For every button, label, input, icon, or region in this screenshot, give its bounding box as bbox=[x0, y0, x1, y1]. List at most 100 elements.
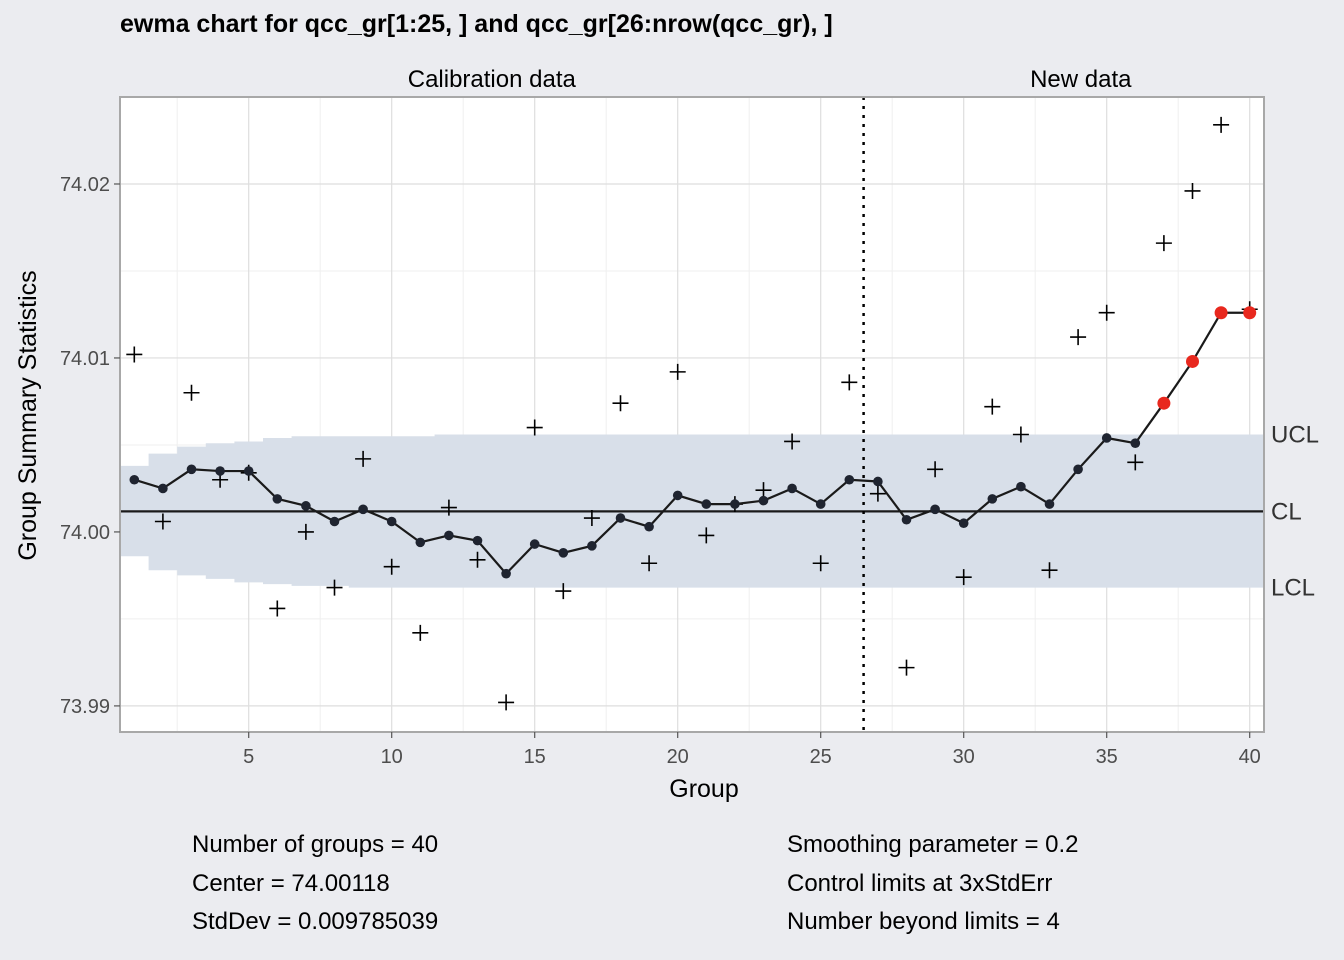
ewma-point bbox=[701, 499, 712, 509]
statistic-point bbox=[812, 555, 829, 572]
y-axis-title: Group Summary Statistics bbox=[14, 270, 42, 560]
statistic-point bbox=[984, 398, 1001, 415]
phase-label-calibration: Calibration data bbox=[408, 66, 577, 93]
ewma-point bbox=[272, 494, 283, 504]
statistic-point bbox=[1012, 426, 1029, 443]
statistic-point bbox=[612, 395, 629, 412]
statistic-point bbox=[1098, 304, 1115, 321]
ewma-point bbox=[329, 516, 340, 527]
ewma-point bbox=[1130, 438, 1141, 449]
stat-smoothing-parameter: Smoothing parameter = 0.2 bbox=[787, 831, 1079, 858]
stat-number-of-groups: Number of groups = 40 bbox=[192, 831, 439, 858]
ewma-point bbox=[987, 494, 998, 504]
ewma-point bbox=[129, 474, 140, 485]
ewma-point bbox=[901, 514, 912, 525]
ewma-point bbox=[873, 476, 883, 487]
stat-stddev: StdDev = 0.009785039 bbox=[192, 908, 439, 935]
ewma-point bbox=[672, 490, 683, 501]
ewma-point bbox=[787, 483, 797, 494]
statistic-point bbox=[183, 384, 200, 401]
ewma-point-beyond-limits bbox=[1186, 354, 1199, 368]
summary-stats-left: Number of groups = 40 Center = 74.00118 … bbox=[192, 826, 438, 942]
plot-panel bbox=[120, 97, 1264, 732]
statistic-point bbox=[383, 558, 400, 575]
statistic-point bbox=[269, 600, 286, 617]
y-tick-label: 74.02 bbox=[60, 174, 110, 196]
ewma-point bbox=[587, 541, 597, 551]
ewma-point bbox=[730, 499, 740, 509]
statistic-point bbox=[1213, 116, 1230, 133]
statistic-point bbox=[841, 374, 858, 391]
summary-stats-right: Smoothing parameter = 0.2 Control limits… bbox=[787, 826, 1079, 942]
ewma-point bbox=[558, 548, 569, 558]
x-tick-label: 5 bbox=[243, 746, 254, 768]
statistic-point bbox=[1184, 182, 1201, 199]
x-tick-label: 30 bbox=[953, 746, 975, 768]
ewma-point bbox=[215, 466, 225, 476]
ewma-point bbox=[501, 568, 511, 579]
x-tick-label: 25 bbox=[810, 746, 832, 768]
statistic-point bbox=[755, 482, 772, 499]
statistic-point bbox=[555, 583, 572, 600]
ewma-point bbox=[1016, 481, 1026, 492]
ewma-point bbox=[529, 539, 540, 549]
ewma-point bbox=[358, 504, 368, 515]
statistic-point bbox=[583, 510, 600, 527]
ewma-point-beyond-limits bbox=[1214, 306, 1228, 320]
stat-beyond-limits: Number beyond limits = 4 bbox=[787, 908, 1060, 935]
y-tick-label: 74.01 bbox=[60, 348, 110, 370]
statistic-point bbox=[526, 419, 543, 436]
ewma-point bbox=[444, 530, 454, 541]
ewma-point bbox=[472, 535, 483, 546]
statistic-point bbox=[698, 527, 715, 544]
stat-center: Center = 74.00118 bbox=[192, 869, 390, 897]
y-tick-label: 74.00 bbox=[60, 522, 110, 544]
plot-border bbox=[119, 96, 1265, 733]
x-axis-title: Group bbox=[669, 775, 738, 803]
x-tick-label: 40 bbox=[1239, 746, 1261, 768]
ewma-point-beyond-limits bbox=[1157, 396, 1171, 410]
statistic-point bbox=[297, 523, 314, 540]
lcl-label: LCL bbox=[1271, 575, 1315, 602]
ewma-point bbox=[415, 537, 426, 548]
chart-title: ewma chart for qcc_gr[1:25, ] and qcc_gr… bbox=[120, 10, 833, 38]
ewma-point bbox=[1101, 433, 1112, 443]
statistic-point bbox=[355, 450, 372, 467]
statistic-point bbox=[1070, 329, 1087, 346]
ewma-point bbox=[615, 513, 626, 523]
statistic-point bbox=[469, 551, 486, 568]
y-tick-label: 73.99 bbox=[60, 696, 110, 718]
ewma-point bbox=[815, 499, 826, 509]
statistic-point bbox=[412, 624, 429, 641]
ewma-point bbox=[930, 504, 940, 515]
statistic-point bbox=[898, 659, 915, 676]
ewma-point bbox=[958, 518, 969, 529]
ewma-point bbox=[386, 516, 397, 527]
ewma-point bbox=[758, 495, 769, 506]
ewma-point bbox=[243, 466, 254, 476]
phase-label-new: New data bbox=[1030, 66, 1132, 93]
statistic-point bbox=[669, 363, 686, 380]
ewma-point bbox=[644, 521, 654, 532]
statistic-point bbox=[440, 499, 457, 516]
statistic-point bbox=[641, 555, 658, 572]
statistic-point bbox=[955, 569, 972, 586]
statistic-point bbox=[784, 433, 801, 450]
x-tick-label: 20 bbox=[667, 746, 689, 768]
statistic-point bbox=[126, 346, 143, 363]
statistic-point bbox=[1155, 235, 1172, 252]
ewma-point bbox=[1073, 464, 1083, 475]
ewma-point bbox=[301, 501, 311, 511]
statistic-point bbox=[1127, 454, 1144, 471]
ewma-point bbox=[186, 464, 197, 475]
ewma-point bbox=[158, 483, 168, 494]
statistic-point bbox=[326, 579, 343, 596]
ewma-line bbox=[133, 311, 1250, 576]
x-tick-label: 35 bbox=[1096, 746, 1118, 768]
statistic-point bbox=[1041, 562, 1058, 579]
ewma-point bbox=[844, 474, 855, 485]
ewma-point-beyond-limits bbox=[1243, 306, 1257, 320]
cl-label: CL bbox=[1271, 498, 1302, 525]
ewma-point bbox=[1044, 499, 1055, 509]
